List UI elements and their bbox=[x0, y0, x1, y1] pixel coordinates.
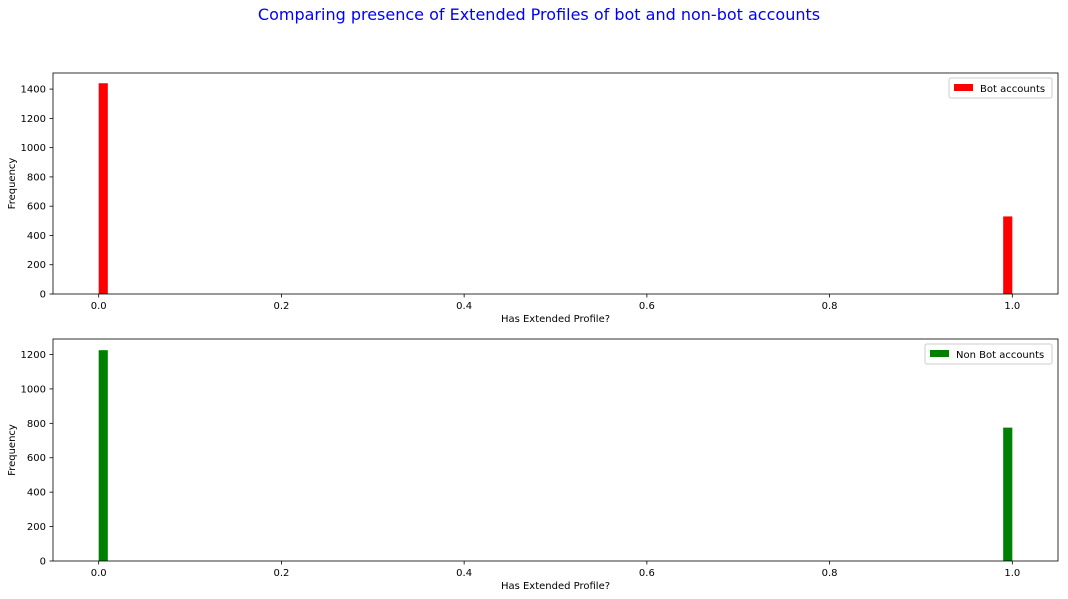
x-tick-label: 0.0 bbox=[91, 301, 107, 312]
histogram-bar-0-1 bbox=[1003, 216, 1013, 294]
y-tick-label: 600 bbox=[27, 202, 46, 213]
legend-box bbox=[924, 343, 1053, 365]
x-tick-label: 1.0 bbox=[1004, 301, 1020, 312]
histogram-bar-0-0 bbox=[98, 83, 108, 295]
x-tick-label: 0.4 bbox=[456, 568, 472, 579]
y-tick-label: 400 bbox=[27, 488, 46, 499]
subplot-non-bot-accounts: 0.0 0.2 0.4 0.6 0.8 1.0 0 200 400 600 800 1000 1200 H… bbox=[7, 338, 1059, 592]
x-axis-label: Has Extended Profile? bbox=[501, 581, 610, 592]
x-tick-label: 0.2 bbox=[273, 301, 289, 312]
y-axis-label: Frequency bbox=[7, 424, 18, 476]
y-tick-label: 400 bbox=[27, 231, 46, 242]
y-tick-label: 1200 bbox=[21, 114, 46, 125]
legend-swatch bbox=[954, 84, 973, 91]
y-tick-label: 200 bbox=[27, 260, 46, 271]
x-tick-label: 0.6 bbox=[639, 568, 655, 579]
y-tick-label: 600 bbox=[27, 453, 46, 464]
subplot-bot-accounts: 0.0 0.2 0.4 0.6 0.8 1.0 0 200 400 600 800 1000 1200 1… bbox=[7, 72, 1059, 325]
legend-label: Bot accounts bbox=[980, 84, 1045, 95]
x-tick-label: 0.0 bbox=[91, 568, 107, 579]
axes-frame bbox=[52, 72, 1059, 295]
y-tick-label: 0 bbox=[40, 557, 46, 568]
y-tick-label: 200 bbox=[27, 522, 46, 533]
x-tick-label: 0.8 bbox=[822, 301, 838, 312]
y-tick-label: 1000 bbox=[21, 143, 46, 154]
y-tick-label: 0 bbox=[40, 290, 46, 301]
y-tick-label: 800 bbox=[27, 419, 46, 430]
figure-suptitle: Comparing presence of Extended Profiles … bbox=[258, 5, 820, 24]
legend: Bot accounts bbox=[948, 77, 1053, 99]
x-tick-label: 1.0 bbox=[1004, 568, 1020, 579]
y-tick-label: 1000 bbox=[21, 384, 46, 395]
x-tick-label: 0.8 bbox=[822, 568, 838, 579]
histogram-bar-0-1 bbox=[1003, 427, 1013, 561]
histogram-bar-0-0 bbox=[98, 350, 108, 561]
x-tick-label: 0.6 bbox=[639, 301, 655, 312]
y-tick-label: 1200 bbox=[21, 350, 46, 361]
x-tick-label: 0.4 bbox=[456, 301, 472, 312]
x-tick-label: 0.2 bbox=[273, 568, 289, 579]
legend-box bbox=[948, 77, 1053, 99]
axes-frame bbox=[52, 338, 1059, 562]
legend-swatch bbox=[930, 350, 949, 357]
legend: Non Bot accounts bbox=[924, 343, 1053, 365]
x-axis-label: Has Extended Profile? bbox=[501, 314, 610, 325]
y-tick-label: 800 bbox=[27, 172, 46, 183]
y-tick-label: 1400 bbox=[21, 85, 46, 96]
legend-label: Non Bot accounts bbox=[956, 350, 1044, 361]
y-axis-label: Frequency bbox=[7, 158, 18, 210]
